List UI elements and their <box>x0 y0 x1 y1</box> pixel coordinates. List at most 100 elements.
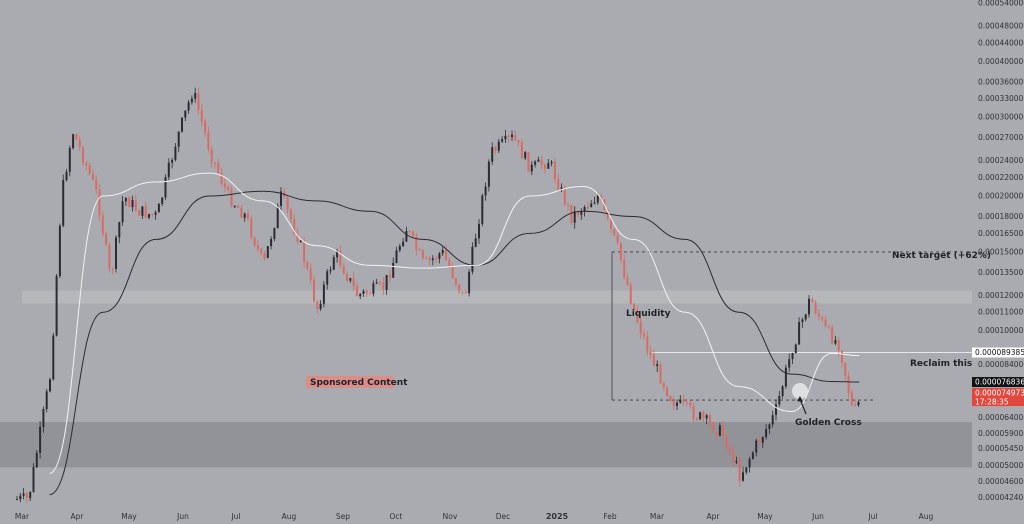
candle-body <box>817 313 820 318</box>
candle-body <box>75 134 78 140</box>
candle-body <box>138 210 141 216</box>
y-tick-label: 0.000400000 <box>978 57 1024 66</box>
candle-body <box>468 271 471 294</box>
candle-body <box>573 211 576 223</box>
candle-body <box>633 303 636 311</box>
candle-body <box>814 302 817 314</box>
y-tick-label: 0.000220000 <box>978 173 1024 182</box>
candle-body <box>487 161 490 187</box>
candle-body <box>514 134 517 141</box>
candle-body <box>441 249 444 254</box>
candle-body <box>253 237 256 246</box>
candle-body <box>35 452 38 468</box>
candle-body <box>382 282 385 290</box>
candle-body <box>19 495 22 500</box>
candle-body <box>194 93 197 99</box>
candle-body <box>850 392 853 405</box>
candle-body <box>247 213 249 219</box>
candle-body <box>82 147 84 164</box>
candle-body <box>656 364 659 367</box>
candle-body <box>857 401 860 406</box>
y-tick-label: 0.000480000 <box>978 21 1024 30</box>
ma-slow-line <box>49 190 860 496</box>
candle-body <box>837 340 840 351</box>
candle-body <box>408 230 411 232</box>
candle-body <box>388 275 391 278</box>
candle-body <box>761 437 764 443</box>
candle-body <box>784 367 787 387</box>
candle-body <box>154 212 157 215</box>
candle-body <box>491 147 494 162</box>
candle-body <box>738 461 741 481</box>
candle-body <box>570 205 573 223</box>
candle-body <box>771 415 774 425</box>
candle-body <box>319 303 322 309</box>
candle-body <box>557 179 560 191</box>
x-tick-label: Mar <box>15 512 30 521</box>
y-tick-label: 0.000360000 <box>978 77 1024 86</box>
candle-body <box>481 195 484 224</box>
candle-body <box>530 164 533 172</box>
candle-body <box>177 131 180 147</box>
candle-body <box>124 197 127 202</box>
candle-body <box>352 278 355 287</box>
candle-body <box>260 248 263 254</box>
candle-body <box>732 450 735 463</box>
candle-body <box>223 183 226 188</box>
candle-body <box>527 152 530 172</box>
candle-body <box>560 187 563 191</box>
candle-body <box>392 262 395 278</box>
candle-body <box>501 139 504 142</box>
candle-body <box>629 285 632 304</box>
candle-body <box>639 322 642 334</box>
candle-body <box>250 218 253 238</box>
candle-body <box>586 207 589 209</box>
candle-body <box>220 172 223 184</box>
candle-body <box>610 217 612 229</box>
candle-body <box>332 257 335 270</box>
candle-body <box>646 336 649 352</box>
candle-body <box>421 250 424 259</box>
candle-body <box>157 203 160 213</box>
price-label-text: 0.000074973 <box>975 389 1024 398</box>
candle-body <box>95 179 98 190</box>
candle-body <box>214 162 216 164</box>
candle-body <box>349 278 352 281</box>
candle-body <box>402 241 405 247</box>
candle-body <box>619 242 622 261</box>
candle-body <box>643 333 645 337</box>
candle-body <box>237 206 240 208</box>
candle-body <box>32 467 35 492</box>
candle-body <box>778 396 781 405</box>
candle-body <box>141 206 144 216</box>
price-label-bg <box>972 347 1024 358</box>
guide-lines <box>611 251 972 401</box>
candle-body <box>355 286 358 297</box>
candle-body <box>336 251 339 258</box>
candle-body <box>445 249 447 260</box>
candle-body <box>217 162 220 173</box>
price-labels: 0.000089385 0.000076836 0.00007497317:28:3… <box>972 347 1024 407</box>
candle-body <box>537 159 540 162</box>
candle-body <box>174 146 177 160</box>
candle-body <box>161 197 164 204</box>
candle-body <box>115 237 117 269</box>
ma-fast-line <box>49 172 860 474</box>
candle-body <box>375 282 378 284</box>
candlesticks <box>16 87 860 503</box>
candle-body <box>748 458 751 468</box>
candle-body <box>190 98 193 103</box>
candle-body <box>511 134 513 138</box>
candle-body <box>461 291 464 293</box>
x-tick-label: Dec <box>496 512 511 521</box>
candle-body <box>751 452 754 459</box>
reclaim-label: Reclaim this <box>910 359 972 369</box>
next-target-label: Next target (+62%) <box>892 251 991 261</box>
candle-body <box>240 207 243 218</box>
candle-body <box>263 253 266 258</box>
y-tick-label: 0.000135000 <box>978 268 1024 277</box>
x-tick-label: Feb <box>603 512 617 521</box>
candle-body <box>844 362 847 376</box>
candle-body <box>78 139 81 148</box>
